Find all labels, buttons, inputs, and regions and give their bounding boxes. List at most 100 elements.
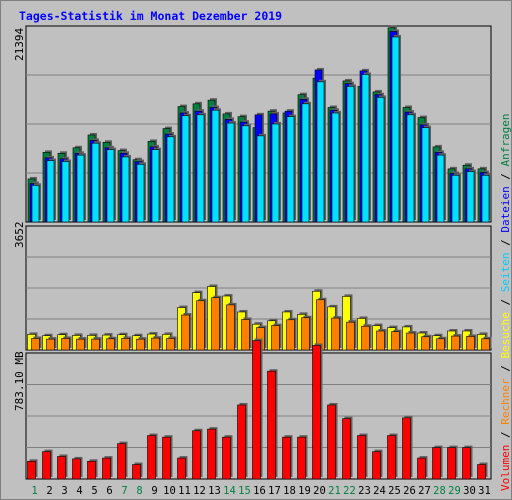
x-tick-label-26: 26 <box>403 485 416 497</box>
bar-volumen-day-28 <box>432 447 441 480</box>
bar-rechner-day-7 <box>121 338 130 351</box>
bar-rechner-day-2 <box>46 338 55 351</box>
bar-seiten-day-10 <box>166 136 175 223</box>
bar-rechner-day-10 <box>166 338 175 351</box>
bar-rechner-day-1 <box>31 338 40 351</box>
bar-rechner-day-5 <box>91 338 100 351</box>
x-tick-label-30: 30 <box>463 485 476 497</box>
x-tick-label-21: 21 <box>328 485 341 497</box>
bar-volumen-day-1 <box>27 461 36 480</box>
bar-rechner-day-28 <box>436 338 445 351</box>
bar-rechner-day-9 <box>151 337 160 351</box>
bar-rechner-day-25 <box>391 331 400 351</box>
bar-volumen-day-3 <box>57 456 66 480</box>
bar-seiten-day-25 <box>391 36 400 223</box>
bar-seiten-day-31 <box>481 174 490 223</box>
bar-seiten-day-19 <box>301 103 310 223</box>
bar-seiten-day-15 <box>241 125 250 223</box>
bar-volumen-day-18 <box>282 436 291 480</box>
bar-seiten-day-1 <box>31 185 40 223</box>
x-tick-label-3: 3 <box>61 485 67 497</box>
bar-volumen-day-20 <box>312 345 321 480</box>
bar-seiten-day-4 <box>76 154 85 223</box>
bar-volumen-day-22 <box>342 418 351 480</box>
bar-seiten-day-6 <box>106 149 115 223</box>
bar-volumen-day-21 <box>327 404 336 480</box>
bar-volumen-day-15 <box>237 404 246 480</box>
bar-volumen-day-27 <box>417 457 426 480</box>
x-tick-label-24: 24 <box>373 485 386 497</box>
x-tick-label-14: 14 <box>223 485 236 497</box>
bar-volumen-day-24 <box>372 451 381 480</box>
bar-volumen-day-4 <box>72 458 81 480</box>
bar-volumen-day-19 <box>297 436 306 480</box>
bar-rechner-day-12 <box>196 300 205 351</box>
x-tick-label-11: 11 <box>178 485 191 497</box>
bar-rechner-day-17 <box>271 325 280 351</box>
bar-volumen-day-14 <box>222 436 231 480</box>
chart-title: Tages-Statistik im Monat Dezember 2019 <box>19 9 283 23</box>
bar-seiten-day-13 <box>211 109 220 223</box>
x-tick-label-18: 18 <box>283 485 296 497</box>
bar-rechner-day-23 <box>361 325 370 351</box>
bar-rechner-day-19 <box>301 317 310 351</box>
bar-rechner-day-31 <box>481 338 490 351</box>
bar-volumen-day-26 <box>402 417 411 480</box>
x-tick-label-16: 16 <box>253 485 266 497</box>
bar-seiten-day-11 <box>181 115 190 223</box>
bar-rechner-day-26 <box>406 332 415 351</box>
bar-rechner-day-11 <box>181 314 190 351</box>
bar-volumen-day-7 <box>117 443 126 480</box>
bar-volumen-day-6 <box>102 457 111 480</box>
bar-rechner-day-18 <box>286 319 295 351</box>
x-tick-label-19: 19 <box>298 485 311 497</box>
bar-seiten-day-2 <box>46 160 55 223</box>
bar-volumen-day-9 <box>147 435 156 480</box>
bar-seiten-day-3 <box>61 161 70 223</box>
x-tick-label-2: 2 <box>46 485 52 497</box>
bar-rechner-day-24 <box>376 330 385 351</box>
bar-volumen-day-31 <box>477 464 486 480</box>
bar-seiten-day-18 <box>286 116 295 223</box>
bar-seiten-day-22 <box>346 86 355 223</box>
bar-rechner-day-3 <box>61 338 70 351</box>
bar-seiten-day-21 <box>331 112 340 223</box>
x-tick-label-29: 29 <box>448 485 461 497</box>
bar-rechner-day-8 <box>136 338 145 351</box>
x-tick-label-25: 25 <box>388 485 401 497</box>
bar-volumen-day-29 <box>447 447 456 480</box>
x-tick-label-9: 9 <box>151 485 157 497</box>
x-tick-label-27: 27 <box>418 485 431 497</box>
bar-seiten-day-5 <box>91 142 100 223</box>
bar-volumen-day-13 <box>207 428 216 480</box>
x-tick-label-7: 7 <box>121 485 127 497</box>
bar-seiten-day-23 <box>361 74 370 223</box>
x-tick-label-17: 17 <box>268 485 281 497</box>
bar-rechner-day-14 <box>226 304 235 351</box>
bar-rechner-day-6 <box>106 338 115 351</box>
x-tick-label-13: 13 <box>208 485 221 497</box>
bar-rechner-day-13 <box>211 297 220 351</box>
x-tick-label-10: 10 <box>163 485 176 497</box>
bar-seiten-day-27 <box>421 127 430 223</box>
bar-volumen-day-10 <box>162 436 171 480</box>
x-tick-label-6: 6 <box>106 485 112 497</box>
bar-rechner-day-4 <box>76 338 85 351</box>
bar-seiten-day-30 <box>466 171 475 223</box>
x-tick-label-23: 23 <box>358 485 371 497</box>
bar-seiten-day-29 <box>451 174 460 223</box>
bar-seiten-day-7 <box>121 156 130 223</box>
bar-seiten-day-12 <box>196 114 205 223</box>
bar-seiten-day-14 <box>226 122 235 223</box>
bar-seiten-day-24 <box>376 97 385 223</box>
x-tick-label-4: 4 <box>76 485 82 497</box>
bar-rechner-day-15 <box>241 319 250 351</box>
x-tick-label-1: 1 <box>31 485 37 497</box>
bar-rechner-day-29 <box>451 335 460 351</box>
bar-rechner-day-22 <box>346 321 355 351</box>
bar-seiten-day-8 <box>136 163 145 223</box>
x-tick-label-31: 31 <box>478 485 491 497</box>
bar-seiten-day-9 <box>151 149 160 223</box>
bar-seiten-day-17 <box>271 123 280 223</box>
